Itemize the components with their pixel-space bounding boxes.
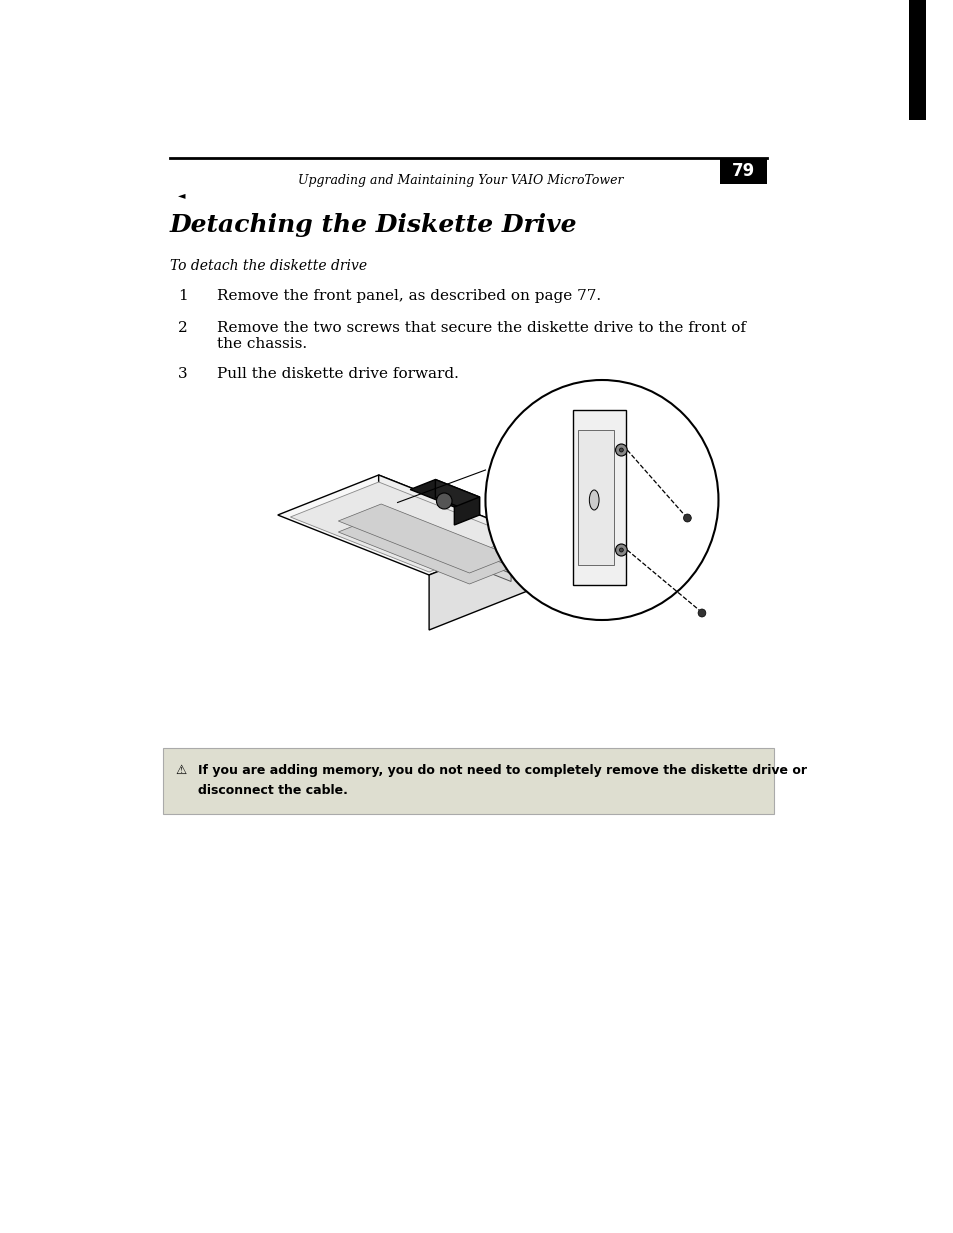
Polygon shape bbox=[378, 475, 530, 591]
Ellipse shape bbox=[589, 490, 598, 510]
Polygon shape bbox=[338, 515, 512, 584]
Text: Remove the front panel, as described on page 77.: Remove the front panel, as described on … bbox=[216, 289, 600, 303]
Text: 79: 79 bbox=[731, 162, 755, 180]
Polygon shape bbox=[572, 411, 625, 584]
Text: Detaching the Diskette Drive: Detaching the Diskette Drive bbox=[170, 213, 577, 237]
Text: 2: 2 bbox=[177, 321, 187, 335]
Text: 3: 3 bbox=[177, 367, 187, 381]
Polygon shape bbox=[454, 497, 479, 525]
Text: 1: 1 bbox=[177, 289, 187, 303]
Polygon shape bbox=[429, 535, 530, 630]
Polygon shape bbox=[397, 492, 511, 545]
Text: Upgrading and Maintaining Your VAIO MicroTower: Upgrading and Maintaining Your VAIO Micr… bbox=[298, 174, 623, 187]
FancyBboxPatch shape bbox=[720, 158, 766, 184]
Text: If you are adding memory, you do not need to completely remove the diskette driv: If you are adding memory, you do not nee… bbox=[198, 764, 806, 777]
Text: Pull the diskette drive forward.: Pull the diskette drive forward. bbox=[216, 367, 457, 381]
Polygon shape bbox=[410, 480, 479, 507]
Circle shape bbox=[618, 448, 622, 453]
Text: ◄: ◄ bbox=[177, 190, 185, 200]
Text: Remove the two screws that secure the diskette drive to the front of
the chassis: Remove the two screws that secure the di… bbox=[216, 321, 744, 351]
Text: disconnect the cable.: disconnect the cable. bbox=[198, 784, 348, 797]
Text: ⚠: ⚠ bbox=[174, 764, 186, 777]
Polygon shape bbox=[397, 504, 511, 557]
Circle shape bbox=[436, 493, 452, 509]
Circle shape bbox=[485, 380, 718, 620]
FancyBboxPatch shape bbox=[163, 748, 773, 814]
Text: To detach the diskette drive: To detach the diskette drive bbox=[170, 259, 367, 272]
FancyBboxPatch shape bbox=[908, 0, 925, 120]
Circle shape bbox=[615, 544, 626, 556]
Circle shape bbox=[682, 514, 691, 522]
Circle shape bbox=[698, 609, 705, 616]
Polygon shape bbox=[277, 475, 530, 575]
Polygon shape bbox=[578, 430, 613, 565]
Polygon shape bbox=[397, 517, 511, 570]
Polygon shape bbox=[397, 529, 511, 582]
Polygon shape bbox=[338, 504, 512, 573]
Circle shape bbox=[618, 547, 622, 552]
Polygon shape bbox=[435, 480, 479, 515]
Polygon shape bbox=[290, 482, 517, 572]
Circle shape bbox=[615, 444, 626, 456]
